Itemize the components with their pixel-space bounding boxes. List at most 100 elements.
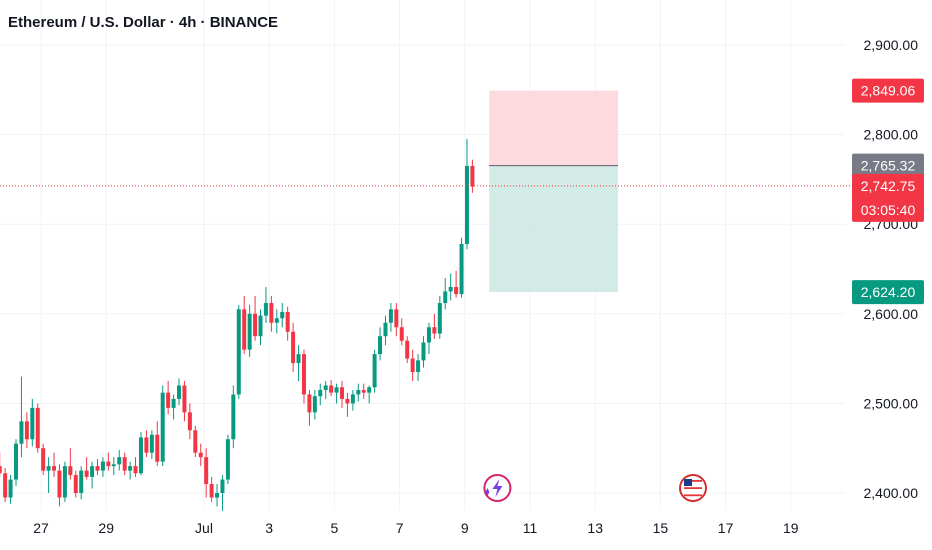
price-badge-label: 2,765.32	[861, 158, 916, 174]
candle	[454, 270, 459, 298]
candle-body	[41, 448, 46, 471]
candle-body	[14, 443, 19, 480]
candle-body	[361, 389, 366, 393]
candle-body	[383, 322, 388, 337]
price-badge-stop: 2,849.06	[852, 78, 924, 103]
take-profit-zone[interactable]	[489, 165, 619, 293]
candle	[0, 452, 2, 477]
candle	[73, 470, 78, 498]
candle	[220, 475, 225, 511]
candle-body	[193, 430, 198, 453]
x-tick-label: 29	[98, 520, 114, 536]
price-badge-bg	[852, 78, 924, 103]
candle-body	[329, 385, 334, 393]
candle-body	[177, 385, 182, 399]
candle-body	[19, 421, 24, 444]
candle-body	[280, 312, 285, 319]
candle	[464, 139, 469, 250]
candle-body	[231, 394, 236, 440]
candle-body	[160, 392, 165, 462]
candle	[426, 322, 431, 355]
candle-body	[24, 421, 29, 440]
candle	[236, 304, 241, 399]
candle-body	[8, 479, 13, 498]
candle	[155, 421, 160, 467]
candle	[470, 159, 475, 193]
x-tick-label: 11	[523, 520, 538, 536]
candle	[128, 461, 133, 480]
candle	[68, 448, 73, 480]
candle-body	[73, 475, 78, 493]
candle-body	[394, 309, 399, 328]
x-tick-label: 13	[587, 520, 603, 536]
candle	[367, 385, 372, 404]
candle-body	[464, 165, 469, 244]
candle-body	[443, 291, 448, 304]
candle-body	[285, 312, 290, 332]
trade-zones[interactable]	[489, 90, 619, 293]
candle-body	[149, 434, 154, 453]
candle	[459, 237, 464, 298]
candle	[35, 403, 40, 453]
candle	[269, 295, 274, 332]
candle-body	[46, 466, 51, 471]
y-tick-label: 2,800.00	[864, 127, 919, 143]
bar-countdown-label: 03:05:40	[861, 202, 916, 218]
candle-body	[416, 360, 421, 373]
candle	[225, 434, 230, 485]
candle-body	[345, 398, 350, 404]
candle	[334, 383, 339, 404]
candle-body	[350, 394, 355, 404]
candle	[318, 383, 323, 406]
candle	[193, 425, 198, 458]
candle	[41, 443, 46, 476]
candle-body	[171, 398, 176, 408]
candle	[90, 461, 95, 489]
candle-body	[236, 309, 241, 395]
candle-body	[117, 457, 122, 465]
chart-title: Ethereum / U.S. Dollar · 4h · BINANCE	[8, 14, 279, 31]
candle	[274, 309, 279, 334]
us-flag-event-icon[interactable]	[679, 474, 707, 502]
stop-loss-zone[interactable]	[489, 90, 619, 166]
lightning-event-icon[interactable]	[483, 474, 512, 502]
x-tick-label: 3	[265, 520, 273, 536]
candle-body	[470, 165, 475, 187]
candle	[361, 383, 366, 399]
current-price-label: 2,742.75	[861, 178, 916, 194]
price-axis[interactable]: 2,900.002,800.002,700.002,600.002,500.00…	[864, 37, 919, 501]
candle	[378, 327, 383, 361]
price-badge-bg	[852, 280, 924, 305]
candle	[372, 349, 377, 393]
price-badge-label: 2,849.06	[861, 83, 916, 99]
candle-body	[263, 303, 268, 316]
candle-body	[274, 318, 279, 323]
candle	[394, 303, 399, 337]
candle-body	[35, 407, 40, 449]
candle-body	[247, 313, 252, 350]
candle	[111, 457, 116, 476]
candle	[301, 349, 306, 404]
candle-body	[204, 457, 209, 485]
time-axis[interactable]: 252729Jul35791113151719	[0, 520, 799, 536]
current-price-badge-bg	[852, 173, 924, 222]
candle	[209, 476, 214, 502]
candle-body	[242, 309, 247, 350]
candle-body	[378, 336, 383, 355]
candle	[340, 381, 345, 408]
candle-body	[220, 479, 225, 493]
candle-body	[269, 303, 274, 323]
candle	[432, 313, 437, 339]
candle	[117, 449, 122, 471]
candle	[296, 345, 301, 381]
candle-body	[62, 466, 67, 498]
candle-body	[57, 470, 62, 498]
y-tick-label: 2,400.00	[864, 485, 919, 501]
candle	[30, 398, 35, 447]
event-markers[interactable]	[483, 474, 707, 502]
candle-body	[437, 303, 442, 334]
current-price-badge: 2,742.75 03:05:40	[852, 173, 924, 222]
candle-body	[128, 466, 133, 471]
candle	[416, 354, 421, 381]
